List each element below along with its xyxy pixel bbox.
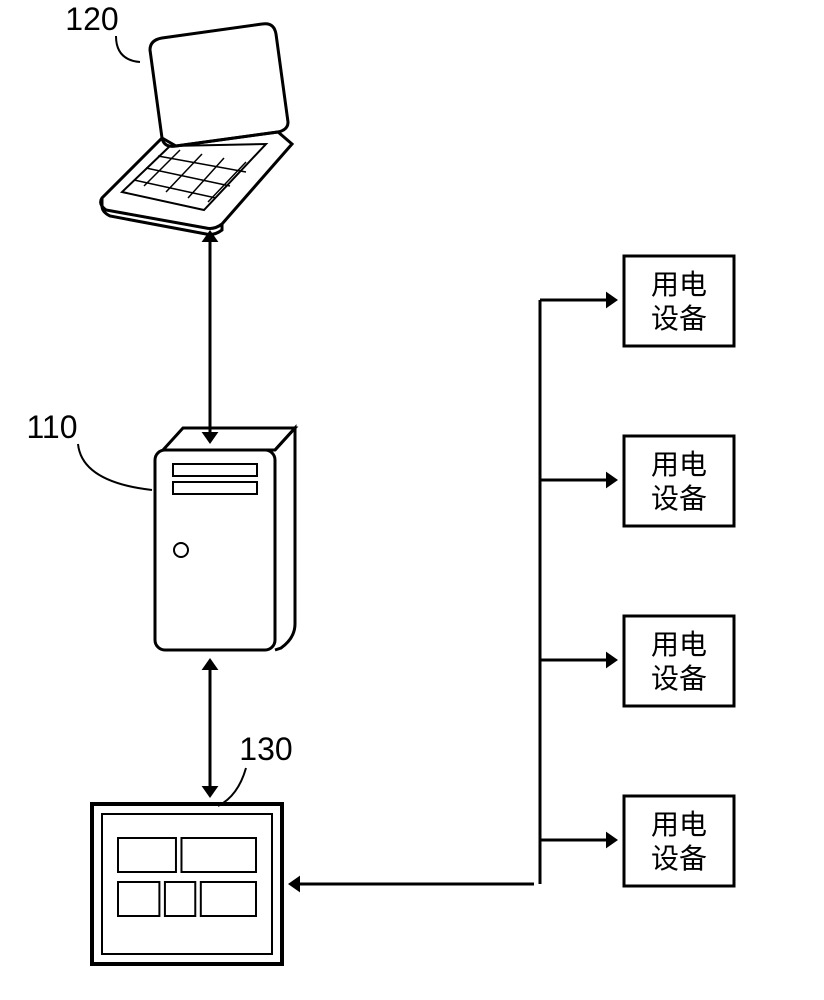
device-label: 用电设备 [651,269,707,334]
ref-120: 120 [65,1,118,37]
device-box: 用电设备 [624,616,734,706]
server-icon [155,428,295,650]
device-label: 用电设备 [651,629,707,694]
laptop-icon [101,24,292,235]
connections [202,230,618,892]
display-icon [92,804,282,964]
device-box: 用电设备 [624,796,734,886]
device-box: 用电设备 [624,436,734,526]
device-label: 用电设备 [651,449,707,514]
diagram-root: 用电设备用电设备用电设备用电设备120110130 [0,0,824,1000]
ref-130: 130 [239,731,292,767]
ref-110: 110 [26,409,77,445]
device-box: 用电设备 [624,256,734,346]
device-label: 用电设备 [651,809,707,874]
